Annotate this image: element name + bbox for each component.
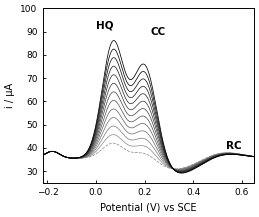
- Text: CC: CC: [150, 27, 166, 37]
- Text: HQ: HQ: [96, 20, 113, 30]
- Y-axis label: i / μA: i / μA: [5, 83, 15, 108]
- Text: RC: RC: [226, 141, 241, 151]
- X-axis label: Potential (V) vs SCE: Potential (V) vs SCE: [100, 202, 197, 212]
